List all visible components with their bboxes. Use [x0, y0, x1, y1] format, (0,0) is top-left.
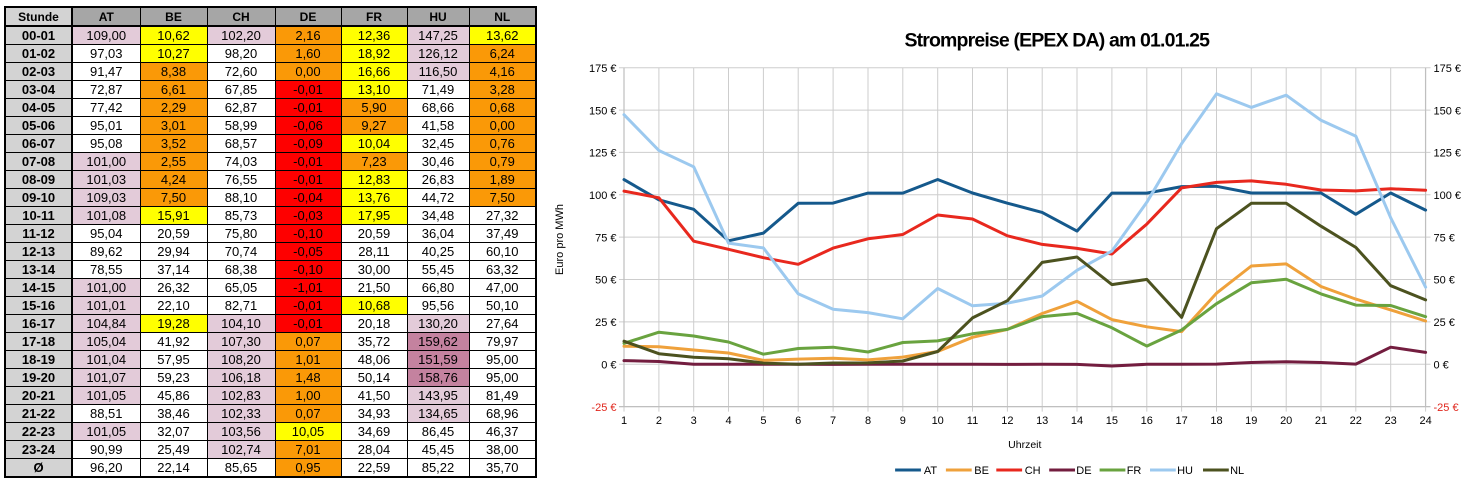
svg-text:23: 23 — [1385, 415, 1397, 427]
svg-text:3: 3 — [691, 415, 697, 427]
svg-text:-25 €: -25 € — [591, 402, 616, 414]
svg-text:0 €: 0 € — [601, 359, 616, 371]
svg-text:15: 15 — [1106, 415, 1118, 427]
svg-text:150 €: 150 € — [1434, 105, 1462, 117]
svg-text:75 €: 75 € — [595, 232, 616, 244]
svg-text:19: 19 — [1245, 415, 1257, 427]
svg-text:CH: CH — [1025, 465, 1041, 477]
svg-text:HU: HU — [1177, 465, 1193, 477]
svg-text:175 €: 175 € — [1434, 63, 1462, 75]
svg-text:AT: AT — [924, 465, 938, 477]
svg-text:6: 6 — [795, 415, 801, 427]
svg-text:21: 21 — [1315, 415, 1327, 427]
svg-text:175 €: 175 € — [589, 63, 617, 75]
svg-text:5: 5 — [760, 415, 766, 427]
svg-text:25 €: 25 € — [595, 317, 616, 329]
svg-text:BE: BE — [974, 465, 989, 477]
svg-text:50 €: 50 € — [595, 275, 616, 287]
svg-text:25 €: 25 € — [1434, 317, 1455, 329]
svg-text:125 €: 125 € — [589, 148, 617, 160]
svg-text:11: 11 — [967, 415, 978, 427]
svg-text:9: 9 — [900, 415, 906, 427]
svg-text:1: 1 — [621, 415, 627, 427]
svg-text:Strompreise (EPEX DA) am 01.01: Strompreise (EPEX DA) am 01.01.25 — [904, 29, 1210, 51]
svg-text:0 €: 0 € — [1434, 359, 1449, 371]
svg-text:100 €: 100 € — [1434, 190, 1462, 202]
svg-text:16: 16 — [1141, 415, 1153, 427]
svg-text:17: 17 — [1175, 415, 1187, 427]
svg-text:NL: NL — [1230, 465, 1244, 477]
svg-text:2: 2 — [656, 415, 662, 427]
svg-text:DE: DE — [1076, 465, 1091, 477]
svg-text:50 €: 50 € — [1434, 275, 1455, 287]
svg-text:8: 8 — [865, 415, 871, 427]
svg-text:125 €: 125 € — [1434, 148, 1462, 160]
svg-text:12: 12 — [1001, 415, 1013, 427]
svg-text:20: 20 — [1280, 415, 1292, 427]
svg-text:-25 €: -25 € — [1434, 402, 1459, 414]
svg-text:150 €: 150 € — [589, 105, 617, 117]
svg-text:FR: FR — [1127, 465, 1142, 477]
svg-text:75 €: 75 € — [1434, 232, 1455, 244]
svg-text:Euro pro MWh: Euro pro MWh — [554, 204, 566, 275]
svg-text:18: 18 — [1210, 415, 1222, 427]
svg-text:7: 7 — [830, 415, 836, 427]
svg-text:13: 13 — [1036, 415, 1048, 427]
svg-text:22: 22 — [1350, 415, 1362, 427]
svg-text:100 €: 100 € — [589, 190, 617, 202]
svg-text:Uhrzeit: Uhrzeit — [1008, 439, 1041, 451]
svg-text:14: 14 — [1071, 415, 1083, 427]
svg-text:4: 4 — [725, 415, 731, 427]
svg-text:10: 10 — [932, 415, 944, 427]
svg-text:24: 24 — [1419, 415, 1431, 427]
